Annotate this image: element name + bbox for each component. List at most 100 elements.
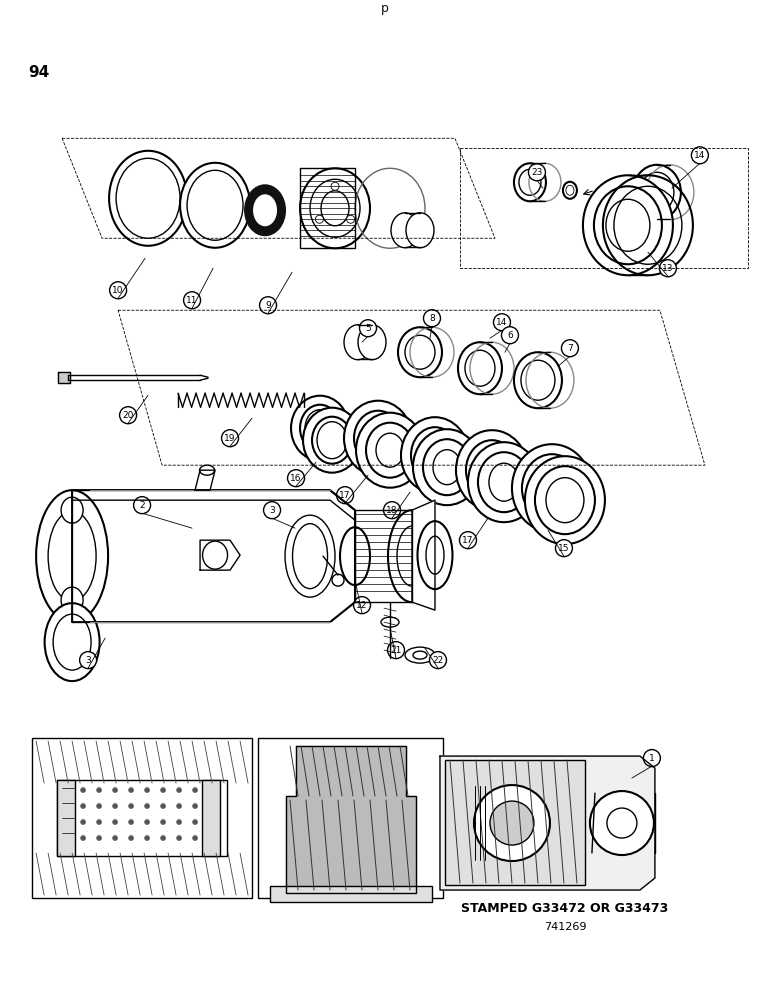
Text: 13: 13 [662, 264, 674, 273]
Circle shape [65, 788, 69, 793]
Bar [445, 760, 585, 885]
Ellipse shape [535, 466, 595, 534]
Circle shape [259, 297, 276, 314]
Bar [32, 738, 252, 898]
Ellipse shape [398, 327, 442, 377]
Text: p: p [381, 2, 389, 15]
Ellipse shape [300, 405, 340, 452]
Ellipse shape [187, 170, 243, 240]
Ellipse shape [354, 411, 402, 466]
Text: 3: 3 [85, 656, 91, 665]
Circle shape [120, 407, 137, 424]
Ellipse shape [423, 439, 471, 495]
Text: 22: 22 [432, 656, 444, 665]
Circle shape [502, 327, 519, 344]
Circle shape [354, 597, 371, 614]
Circle shape [161, 804, 165, 809]
Ellipse shape [521, 360, 555, 400]
Circle shape [424, 310, 441, 327]
Text: 9: 9 [265, 301, 271, 310]
Ellipse shape [533, 466, 571, 511]
Ellipse shape [519, 169, 541, 195]
Ellipse shape [606, 199, 650, 251]
Bar [258, 738, 443, 898]
Ellipse shape [525, 456, 605, 544]
Circle shape [80, 652, 96, 669]
Ellipse shape [477, 451, 507, 489]
Circle shape [113, 804, 117, 809]
Text: 94: 94 [28, 65, 49, 80]
Ellipse shape [583, 175, 673, 275]
Circle shape [80, 788, 86, 793]
Ellipse shape [388, 510, 436, 602]
Text: 3: 3 [269, 506, 275, 515]
Circle shape [490, 801, 534, 845]
Circle shape [429, 652, 446, 669]
Circle shape [388, 642, 405, 659]
Ellipse shape [61, 497, 83, 523]
Circle shape [113, 788, 117, 793]
Ellipse shape [478, 452, 530, 512]
Circle shape [347, 215, 354, 223]
Circle shape [692, 147, 709, 164]
Circle shape [331, 182, 339, 190]
Ellipse shape [340, 527, 370, 585]
Circle shape [161, 836, 165, 841]
Circle shape [192, 788, 198, 793]
Circle shape [144, 820, 150, 825]
Text: 8: 8 [429, 314, 435, 323]
Ellipse shape [312, 417, 352, 464]
Text: 12: 12 [357, 601, 367, 610]
Ellipse shape [397, 526, 427, 586]
Circle shape [80, 820, 86, 825]
Circle shape [360, 320, 377, 337]
Text: 19: 19 [225, 434, 235, 443]
Ellipse shape [406, 213, 434, 248]
Circle shape [96, 820, 102, 825]
Text: 21: 21 [391, 646, 401, 655]
Text: STAMPED G33472 OR G33473: STAMPED G33472 OR G33473 [462, 902, 669, 915]
Circle shape [144, 788, 150, 793]
Ellipse shape [514, 163, 546, 201]
Ellipse shape [433, 450, 461, 485]
Ellipse shape [116, 158, 180, 238]
Ellipse shape [366, 423, 414, 478]
Text: 20: 20 [123, 411, 134, 420]
Circle shape [161, 788, 165, 793]
Ellipse shape [244, 184, 286, 236]
Circle shape [493, 314, 510, 331]
Ellipse shape [405, 335, 435, 369]
Circle shape [459, 532, 476, 549]
Circle shape [177, 820, 181, 825]
Circle shape [192, 804, 198, 809]
Circle shape [177, 804, 181, 809]
Ellipse shape [391, 213, 419, 248]
Ellipse shape [512, 444, 592, 532]
Polygon shape [72, 490, 355, 520]
Bar [57, 780, 227, 856]
Ellipse shape [566, 185, 574, 195]
Circle shape [113, 836, 117, 841]
Circle shape [110, 282, 127, 299]
Text: 741269: 741269 [543, 922, 586, 932]
Circle shape [80, 804, 86, 809]
Ellipse shape [421, 438, 449, 473]
Ellipse shape [53, 614, 91, 670]
Ellipse shape [202, 541, 228, 569]
Circle shape [113, 820, 117, 825]
Polygon shape [195, 470, 215, 490]
Circle shape [96, 804, 102, 809]
Ellipse shape [426, 536, 444, 574]
Ellipse shape [381, 617, 399, 627]
Bar [270, 886, 432, 902]
Text: 18: 18 [386, 506, 398, 515]
Circle shape [192, 836, 198, 841]
Polygon shape [200, 540, 240, 570]
Circle shape [129, 788, 134, 793]
Ellipse shape [200, 465, 215, 475]
Circle shape [263, 502, 280, 519]
Circle shape [177, 836, 181, 841]
Circle shape [161, 820, 165, 825]
Text: 1: 1 [649, 754, 655, 763]
Ellipse shape [413, 429, 481, 505]
